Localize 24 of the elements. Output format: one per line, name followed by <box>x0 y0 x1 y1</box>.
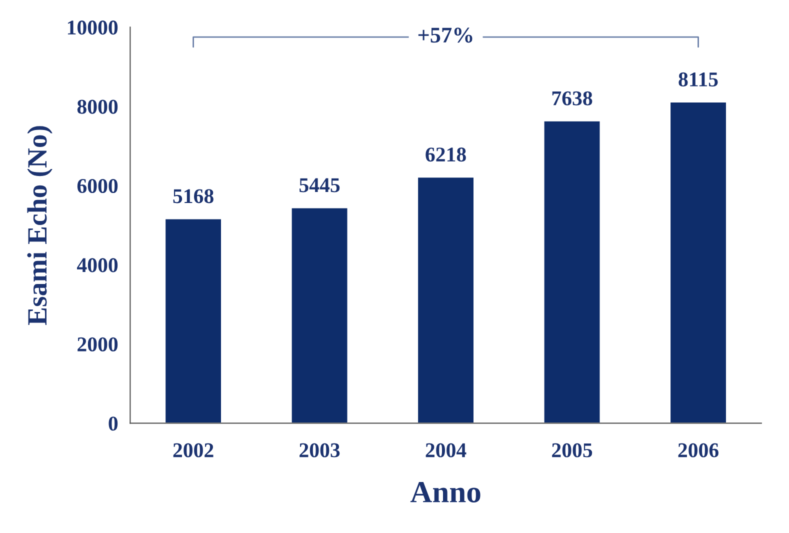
bar <box>164 218 222 424</box>
data-label: 5445 <box>300 178 340 192</box>
y-tick-label: 8000 <box>77 100 118 114</box>
x-tick-label: 2003 <box>300 443 340 458</box>
y-axis-title: Esami Echo (No) <box>27 126 52 326</box>
y-tick-label: 0 <box>108 416 118 431</box>
bar <box>669 101 728 424</box>
bar <box>542 120 602 424</box>
bar <box>416 176 475 424</box>
x-tick-label: 2002 <box>173 443 214 458</box>
data-label: 8115 <box>678 72 718 86</box>
annotation: +57% <box>418 28 472 43</box>
data-label: 6218 <box>426 148 466 162</box>
bar <box>290 206 349 424</box>
y-tick-label: 10000 <box>68 20 118 35</box>
x-tick-label: 2005 <box>552 443 592 458</box>
y-tick-label: 2000 <box>78 337 118 352</box>
x-axis-title: Anno <box>410 482 480 502</box>
data-label: 7638 <box>552 91 592 106</box>
x-tick-label: 2004 <box>426 443 466 458</box>
x-tick-label: 2006 <box>678 443 718 458</box>
data-label: 5168 <box>173 189 214 204</box>
y-tick-label: 4000 <box>77 258 118 272</box>
y-tick-label: 6000 <box>77 178 118 194</box>
